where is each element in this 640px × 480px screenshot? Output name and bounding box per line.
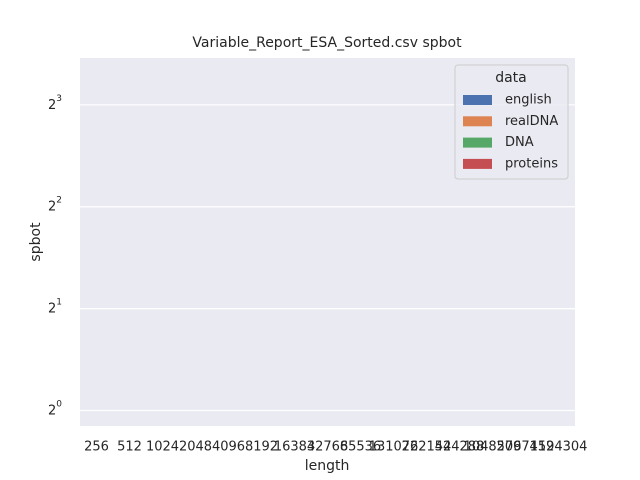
legend-label: DNA — [505, 135, 534, 150]
legend-box — [454, 64, 569, 180]
x-tick-label: 4194304 — [530, 440, 588, 455]
y-tick-label: 22 — [48, 195, 62, 214]
x-tick-label: 2097152 — [497, 440, 555, 455]
legend-swatch — [463, 158, 492, 169]
x-tick-label: 1024 — [146, 440, 179, 455]
x-tick-label: 524288 — [435, 440, 485, 455]
legend-swatch — [463, 95, 492, 105]
x-tick-label: 512 — [117, 440, 142, 455]
x-tick-label: 16384 — [274, 440, 315, 455]
x-tick-label: 262144 — [402, 440, 452, 455]
chart-title: Variable_Report_ESA_Sorted.csv spbot — [192, 35, 462, 51]
legend-label: realDNA — [505, 114, 558, 129]
x-tick-label: 65536 — [340, 440, 381, 455]
x-tick-label: 8192 — [245, 440, 278, 455]
legend-title: data — [495, 70, 527, 86]
y-tick-label: 20 — [48, 399, 62, 418]
y-tick-label: 23 — [48, 93, 62, 112]
x-tick-label: 32768 — [307, 440, 348, 455]
x-tick-label: 131072 — [369, 440, 419, 455]
legend-swatch — [463, 137, 492, 148]
legend-swatch — [463, 116, 492, 127]
x-tick-label: 2048 — [179, 440, 212, 455]
x-tick-label: 1048576 — [464, 440, 522, 455]
x-axis-label: length — [305, 458, 350, 474]
y-tick-label: 21 — [48, 297, 62, 316]
legend-label: english — [505, 93, 552, 108]
legend: data english realDNA DNA proteins — [454, 64, 569, 180]
x-tick-label: 4096 — [212, 440, 245, 455]
legend-label: proteins — [505, 156, 558, 171]
y-axis-label: spbot — [28, 222, 44, 262]
x-tick-label: 256 — [84, 440, 109, 455]
